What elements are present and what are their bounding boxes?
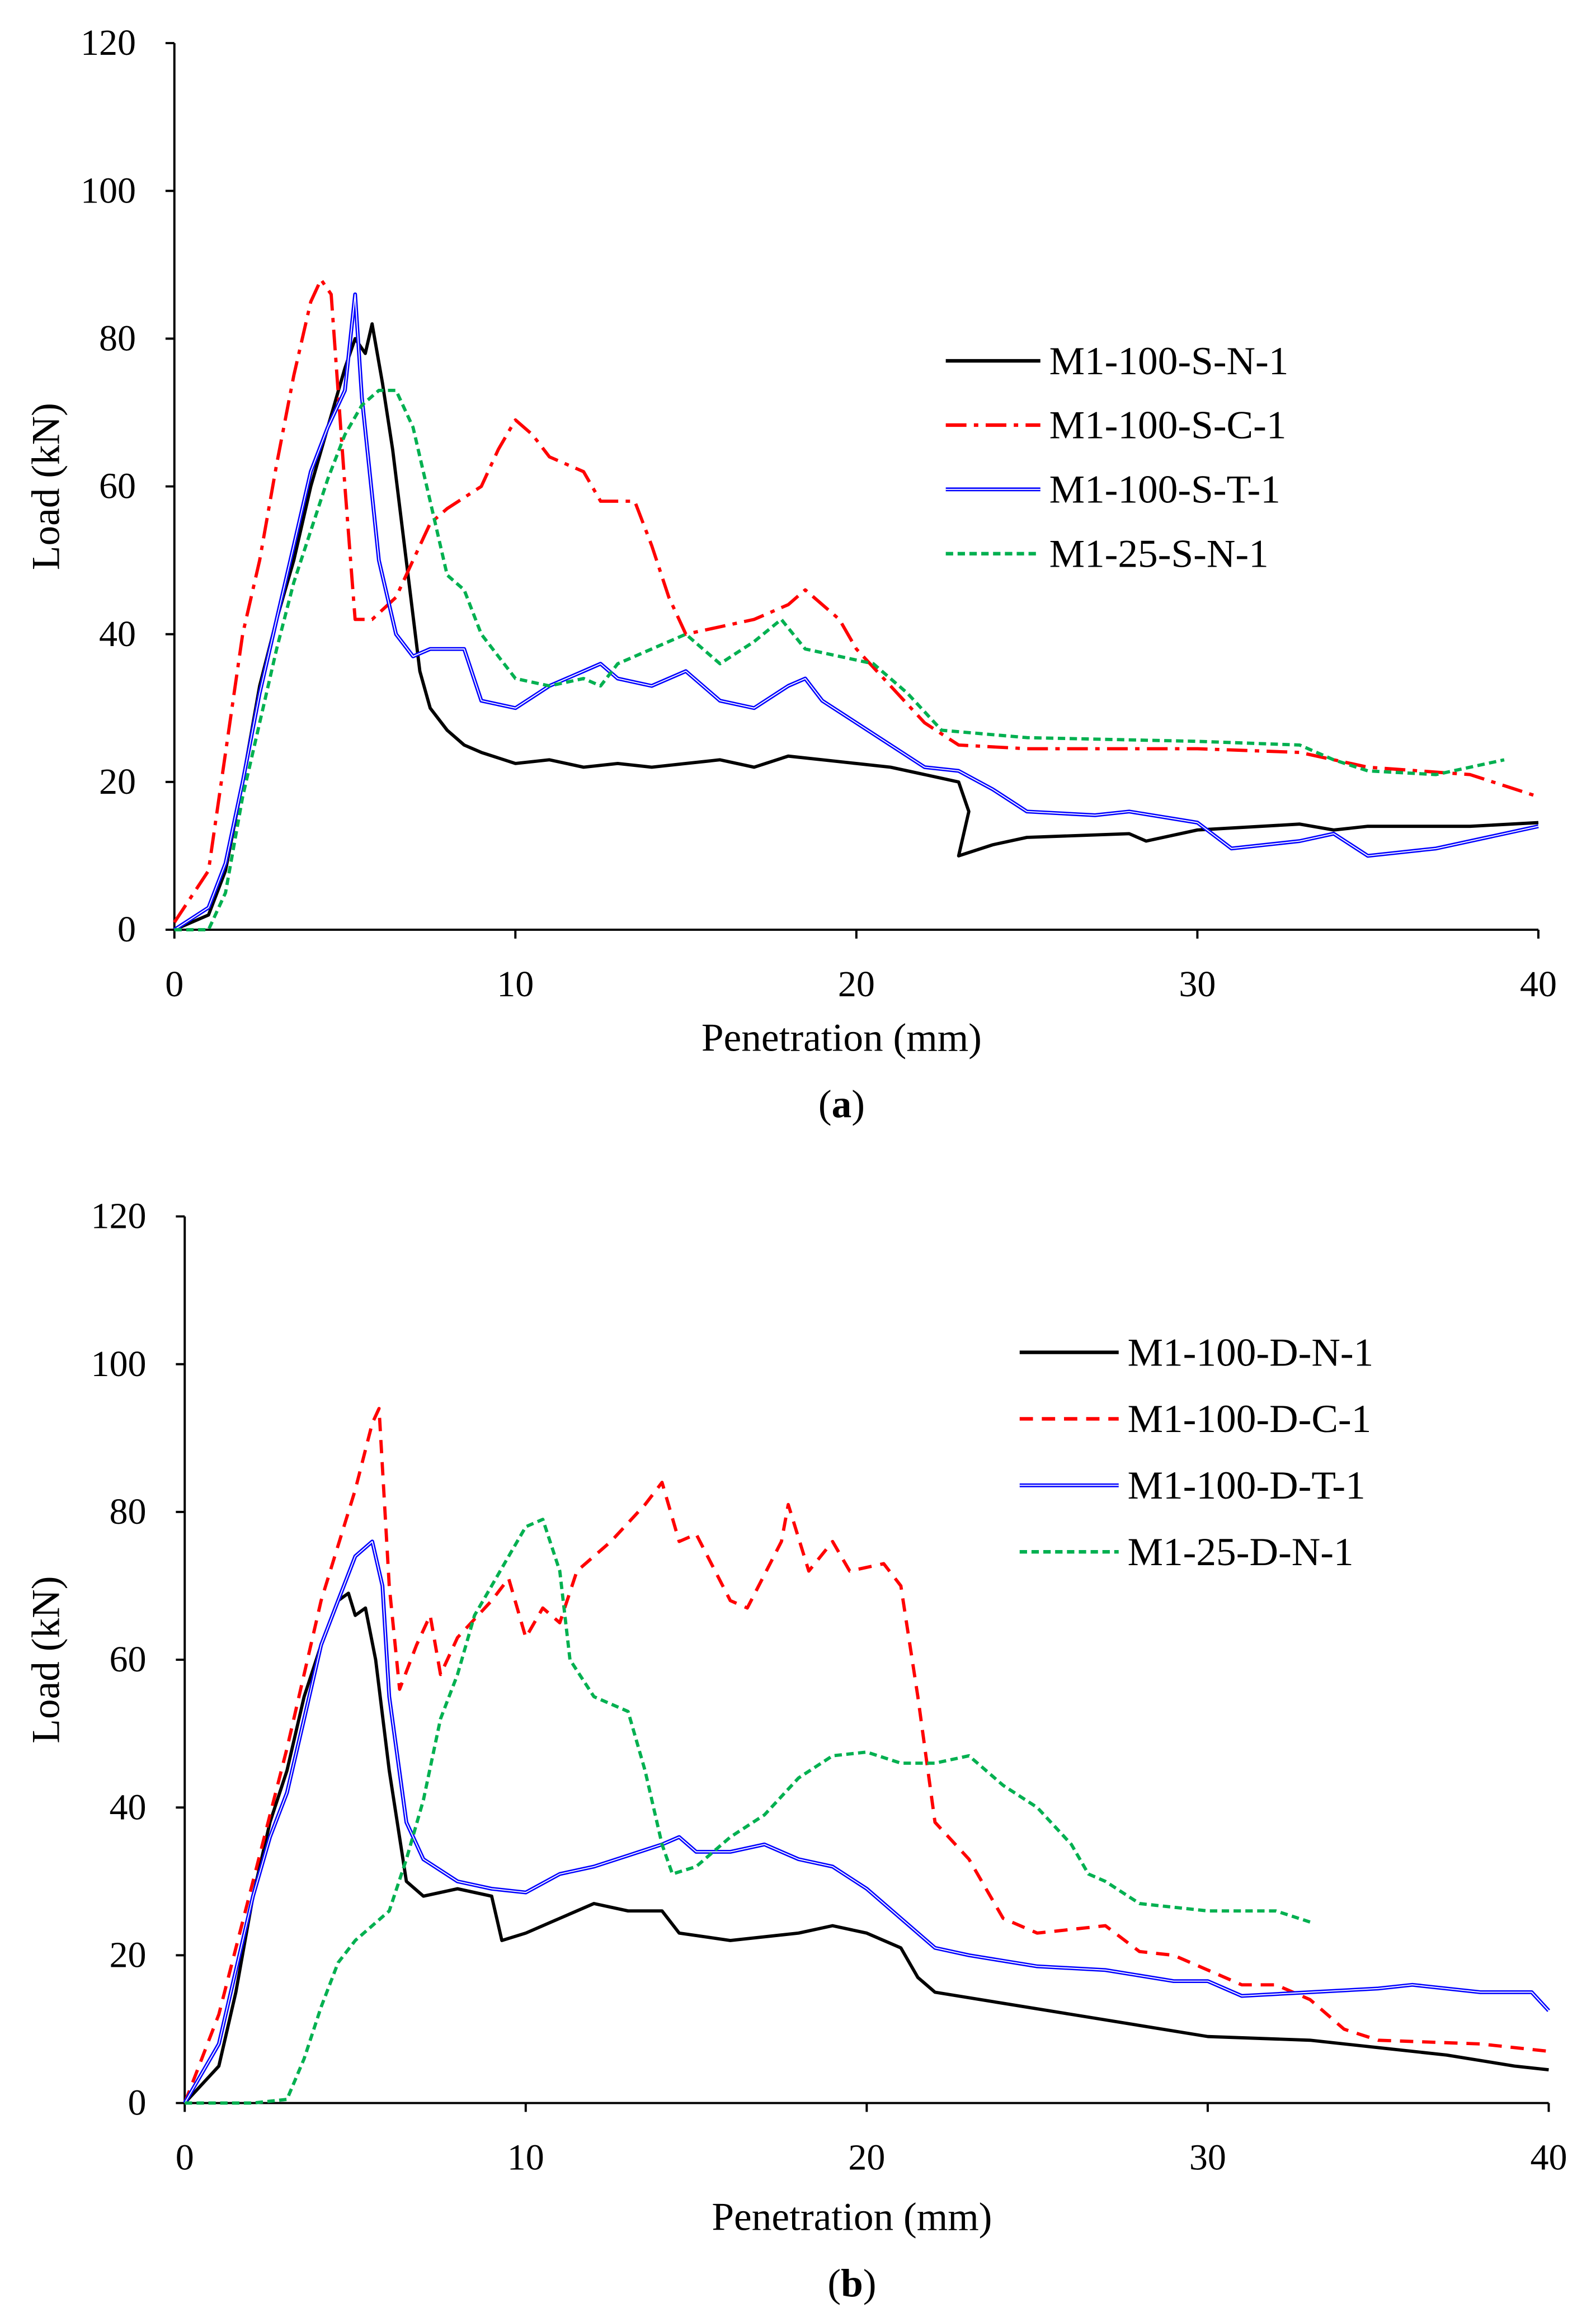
legend-label: M1-100-S-T-1 — [1049, 468, 1280, 512]
y-tick-label: 80 — [109, 1491, 146, 1532]
panel-label: a — [832, 1082, 852, 1127]
y-tick-label: 120 — [81, 22, 136, 63]
legend-label: M1-100-D-C-1 — [1128, 1397, 1372, 1441]
x-axis-label: Penetration (mm) — [702, 1016, 982, 1060]
y-tick-label: 60 — [99, 466, 136, 507]
y-tick-label: 40 — [99, 614, 136, 654]
x-tick-label: 10 — [497, 964, 534, 1005]
y-tick-label: 60 — [109, 1639, 146, 1680]
x-tick-label: 30 — [1189, 2137, 1226, 2178]
y-tick-label: 0 — [117, 909, 136, 950]
y-tick-label: 120 — [91, 1196, 146, 1237]
y-tick-label: 20 — [99, 761, 136, 802]
chart-panel-b: 0 20 40 60 80 100 120 0 10 20 30 40 Penetration (mm)… — [24, 1196, 1567, 2306]
y-tick-label: 100 — [91, 1344, 146, 1384]
legend-label: M1-25-S-N-1 — [1049, 532, 1269, 576]
series-line-m1-100-d-t-1-inner — [184, 1541, 1550, 2104]
y-tick-label: 0 — [128, 2083, 147, 2123]
x-tick-label: 20 — [838, 964, 875, 1005]
y-axis-label: Load (kN) — [24, 403, 68, 570]
chart-panel-a: 0 20 40 60 80 100 120 0 10 20 30 40 Penetration (mm)… — [24, 22, 1557, 1126]
y-tick-label: 100 — [81, 170, 136, 211]
x-tick-label: 0 — [176, 2137, 194, 2178]
series-line-m1-25-d-n-1 — [185, 1518, 1311, 2105]
x-axis-label: Penetration (mm) — [712, 2195, 992, 2239]
y-axis-label: Load (kN) — [24, 1576, 68, 1744]
panel-caption: (b) — [827, 2262, 876, 2306]
panel-caption: (a) — [818, 1082, 865, 1127]
series-line-m1-25-s-n-1 — [174, 388, 1505, 931]
x-tick-label: 20 — [848, 2137, 885, 2178]
x-tick-label: 30 — [1179, 964, 1216, 1005]
x-tick-label: 10 — [507, 2137, 544, 2178]
legend-label: M1-25-D-N-1 — [1128, 1530, 1354, 1574]
x-tick-label: 0 — [165, 964, 183, 1005]
legend-label: M1-100-S-N-1 — [1049, 339, 1289, 383]
y-tick-label: 20 — [109, 1935, 146, 1976]
y-tick-label: 40 — [109, 1787, 146, 1828]
x-tick-label: 40 — [1530, 2137, 1567, 2178]
legend-label: M1-100-D-N-1 — [1128, 1330, 1374, 1374]
series-line-m1-100-s-c-1 — [173, 277, 1539, 924]
legend-label: M1-100-D-T-1 — [1128, 1463, 1366, 1508]
series-line-m1-100-d-c-1 — [183, 1407, 1549, 2104]
panel-label: b — [841, 2262, 863, 2306]
x-tick-label: 40 — [1520, 964, 1557, 1005]
legend-label: M1-100-S-C-1 — [1049, 403, 1287, 448]
series-line-m1-100-s-t-1-inner — [174, 294, 1539, 930]
series-line-m1-100-d-t-1 — [183, 1539, 1550, 2104]
y-tick-label: 80 — [99, 318, 136, 359]
series-line-m1-100-s-n-1 — [173, 322, 1539, 931]
